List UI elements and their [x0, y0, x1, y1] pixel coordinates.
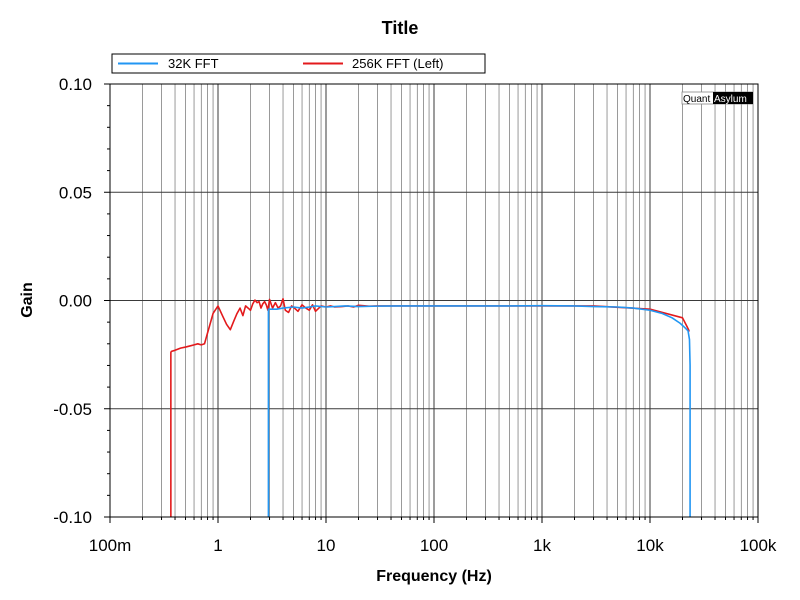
tick-layer: 100m 1 10 100 1k 10k 100k 0.10 0.05 0.00 -0.05 -0.1… — [53, 75, 777, 555]
watermark-quant: Quant — [683, 94, 710, 105]
x-tick-label: 10 — [317, 536, 336, 555]
legend-label-32k-fft: 32K FFT — [168, 56, 219, 71]
x-tick-label: 1k — [533, 536, 551, 555]
x-tick-label: 100 — [420, 536, 448, 555]
series-32k-fft-line — [267, 304, 691, 517]
x-tick-label: 1 — [213, 536, 222, 555]
legend-label-256k-fft-left: 256K FFT (Left) — [352, 56, 444, 71]
x-tick-label: 10k — [636, 536, 664, 555]
chart-title: Title — [382, 18, 419, 38]
legend-box — [111, 53, 486, 74]
grid — [109, 83, 758, 518]
y-tick-label: 0.00 — [59, 292, 92, 311]
y-axis-label: Gain — [19, 282, 36, 318]
series-layer — [170, 297, 691, 517]
y-tick-label: -0.05 — [53, 400, 92, 419]
y-tick-label: -0.10 — [53, 508, 92, 527]
quantasylum-watermark: Quant Asylum — [681, 91, 754, 105]
y-tick-label: 0.10 — [59, 75, 92, 94]
y-tick-label: 0.05 — [59, 183, 92, 202]
watermark-asylum: Asylum — [714, 94, 747, 105]
x-tick-label: 100m — [89, 536, 132, 555]
legend: 32K FFT 256K FFT (Left) — [111, 53, 486, 74]
x-tick-label: 100k — [740, 536, 777, 555]
x-axis-label: Frequency (Hz) — [376, 568, 492, 585]
watermark-asylum-bg — [713, 92, 753, 104]
